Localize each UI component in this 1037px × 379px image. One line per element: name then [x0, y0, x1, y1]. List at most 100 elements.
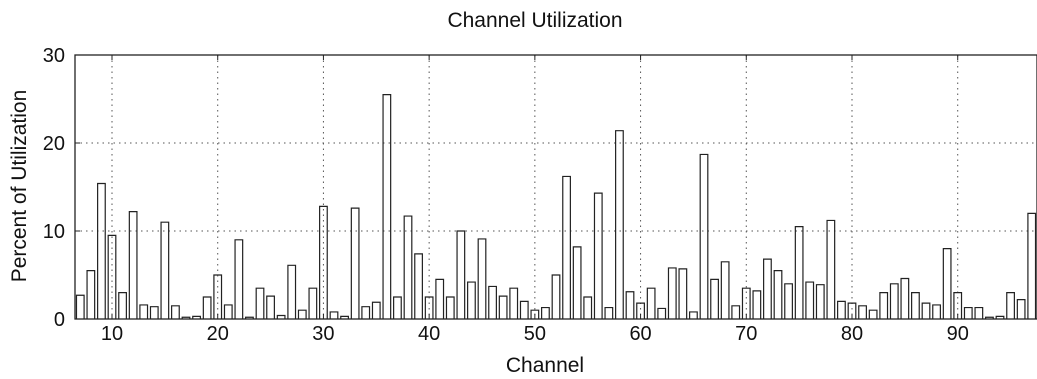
y-tick-label: 20	[43, 133, 65, 155]
bar	[625, 291, 635, 319]
bar	[689, 311, 698, 319]
bar	[646, 287, 656, 319]
bar	[921, 302, 931, 319]
bar	[192, 315, 201, 319]
bar	[889, 283, 899, 319]
bar	[255, 287, 265, 319]
bar	[266, 295, 275, 319]
bar	[171, 305, 180, 319]
x-axis-label: Channel	[506, 354, 584, 377]
x-tick-label: 60	[629, 323, 651, 345]
bar	[456, 230, 466, 319]
bar	[86, 270, 96, 319]
bar	[784, 283, 793, 319]
bar	[826, 219, 836, 319]
bar	[181, 316, 191, 319]
bar	[541, 306, 550, 319]
bar	[340, 315, 349, 319]
y-tick-label: 10	[43, 221, 65, 243]
bar	[805, 281, 815, 319]
x-tick-label: 90	[947, 323, 969, 345]
x-tick-label: 20	[207, 323, 229, 345]
bar	[414, 253, 423, 319]
bar	[234, 239, 244, 319]
bar	[435, 278, 445, 319]
x-tick-label: 10	[101, 323, 123, 345]
bar	[139, 304, 149, 319]
y-tick-label: 0	[54, 309, 65, 331]
y-tick-label: 30	[43, 45, 65, 67]
bar	[382, 94, 392, 319]
bar	[160, 221, 170, 319]
bar	[847, 302, 857, 319]
bar	[329, 311, 339, 319]
bar	[118, 292, 127, 319]
y-axis-label: Percent of Utilization	[8, 90, 31, 283]
bar	[488, 285, 497, 319]
bar	[974, 306, 984, 319]
bar	[678, 268, 688, 319]
bar	[308, 287, 318, 319]
x-tick-label: 40	[418, 323, 440, 345]
bar	[297, 309, 307, 319]
x-tick-label: 70	[735, 323, 757, 345]
bar	[879, 292, 889, 319]
bar	[667, 267, 677, 319]
bar	[710, 278, 719, 319]
bar	[604, 306, 614, 319]
bar	[403, 215, 413, 319]
bar	[932, 304, 941, 319]
bar	[572, 246, 582, 319]
grid	[75, 55, 1037, 319]
bar	[213, 274, 223, 319]
bar	[953, 292, 963, 319]
bar	[815, 284, 825, 319]
bar	[837, 300, 846, 319]
bar	[477, 238, 487, 319]
bar	[424, 296, 434, 319]
bar	[530, 309, 540, 319]
bar	[911, 292, 920, 319]
ticks: 10 20 30 40 50 60 70 80 90 0 10 20 30	[43, 45, 969, 345]
bar	[794, 226, 804, 319]
bar	[636, 302, 645, 319]
bar	[900, 277, 910, 319]
bar	[445, 296, 455, 319]
bar	[149, 306, 159, 319]
bar	[1006, 292, 1015, 319]
bar	[498, 295, 508, 319]
x-tick-label: 80	[841, 323, 863, 345]
bar	[562, 175, 571, 319]
bar	[361, 306, 371, 319]
bar	[942, 248, 952, 319]
bar	[593, 192, 603, 319]
bar	[731, 305, 741, 319]
bar	[393, 296, 402, 319]
bar	[551, 274, 561, 319]
bar	[276, 314, 286, 319]
bar	[963, 306, 973, 319]
bar	[985, 316, 994, 319]
bar	[319, 205, 328, 319]
bar	[868, 309, 878, 319]
bar	[467, 281, 476, 319]
bar	[223, 304, 233, 319]
bar	[583, 296, 593, 319]
bar	[1016, 299, 1026, 319]
bar	[287, 264, 297, 319]
plot-frame	[74, 54, 1037, 320]
bar	[615, 130, 624, 319]
bar	[773, 270, 783, 319]
bar	[699, 153, 709, 319]
bar	[858, 305, 867, 319]
bar	[509, 287, 519, 319]
bar	[75, 294, 85, 319]
bars	[75, 94, 1037, 319]
bar	[128, 211, 138, 319]
bar	[202, 296, 212, 319]
bar	[752, 290, 762, 319]
x-tick-label: 50	[524, 323, 546, 345]
